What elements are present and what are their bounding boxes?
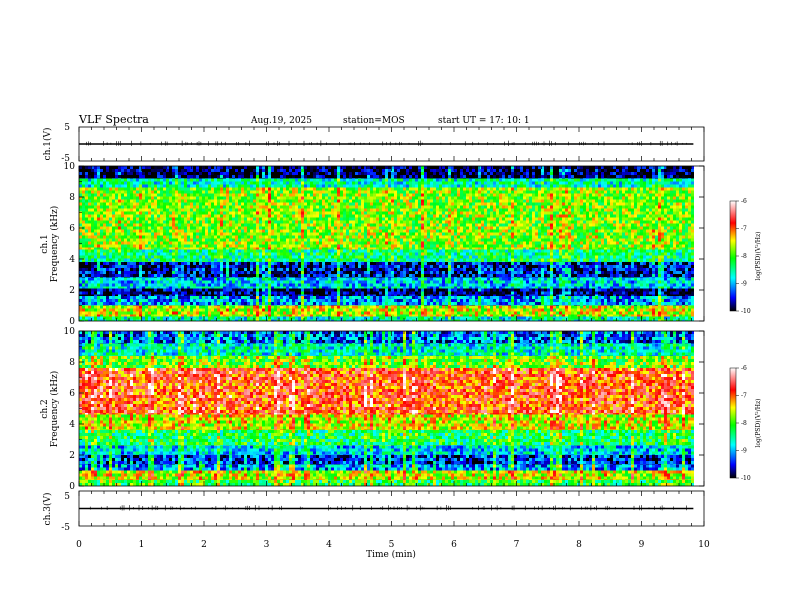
ch2-colorbar <box>730 368 736 478</box>
spec1-ytick: 2 <box>69 286 75 296</box>
spec1-ytick: 6 <box>69 224 75 234</box>
spec2-ytick: 10 <box>64 327 76 337</box>
ch1-colorbar <box>730 201 736 311</box>
ch3-waveform-ylabel: ch.3(V) <box>42 493 53 526</box>
ch1-ytick-top: 5 <box>64 123 70 133</box>
ch3-ytick-top: 5 <box>64 492 70 502</box>
colorbar1-tick: -9 <box>741 281 747 288</box>
colorbar1-tick: -8 <box>741 253 747 260</box>
ch1-spectrogram-ylabel-ch: ch.1 <box>40 234 50 253</box>
colorbar2-tick: -6 <box>741 365 747 372</box>
ch1-spectrogram-ylabel-freq: Frequency (kHz) <box>49 206 60 283</box>
ch2-colorbar-label: log(PSD)(V2/Hz) <box>754 399 763 448</box>
x-axis-label: Time (min) <box>366 549 416 560</box>
colorbar2-tick: -9 <box>741 448 747 455</box>
spec2-ytick: 2 <box>69 451 75 461</box>
x-tick-label: 8 <box>576 540 582 550</box>
x-tick-label: 10 <box>698 540 710 550</box>
colorbar2-tick: -7 <box>741 393 747 400</box>
x-tick-label: 9 <box>639 540 645 550</box>
colorbar1-tick: -10 <box>741 308 751 315</box>
figure-title: VLF Spectra <box>78 113 149 126</box>
ch3-ytick-bottom: -5 <box>61 523 70 533</box>
x-tick-label: 6 <box>451 540 457 550</box>
colorbar1-tick: -6 <box>741 198 747 205</box>
ch3-waveform-panel: 5 -5 ch.3(V) <box>42 491 704 533</box>
spec2-ytick: 6 <box>69 389 75 399</box>
x-tick-label: 5 <box>389 540 395 550</box>
x-tick-label: 4 <box>326 540 332 550</box>
spec2-ytick: 0 <box>69 482 75 492</box>
ch1-colorbar-label: log(PSD)(V2/Hz) <box>754 232 763 281</box>
x-tick-label: 2 <box>201 540 207 550</box>
spec1-ytick: 10 <box>64 162 76 172</box>
time-tick-labels: 0 1 2 3 4 5 6 7 8 9 10 <box>76 540 710 550</box>
spec1-ytick: 8 <box>69 193 75 203</box>
colorbar1-tick: -7 <box>741 226 747 233</box>
x-tick-label: 3 <box>264 540 270 550</box>
ch1-spectrogram-image <box>79 166 704 321</box>
ch2-spectrogram-ylabel-freq: Frequency (kHz) <box>49 371 60 448</box>
spec2-ytick: 8 <box>69 358 75 368</box>
spec1-ytick: 0 <box>69 317 75 327</box>
spec2-ytick: 4 <box>69 420 75 430</box>
colorbar2-tick: -10 <box>741 475 751 482</box>
colorbar2-tick: -8 <box>741 420 747 427</box>
station-label: station=MOS <box>343 116 405 126</box>
x-tick-label: 1 <box>139 540 145 550</box>
ch2-spectrogram-panel: 0 2 4 6 8 10 ch.2 Frequency (kHz) -6 -7 -8 -9 -10… <box>40 327 762 492</box>
spec1-ytick: 4 <box>69 255 75 265</box>
ch2-spectrogram-image <box>79 331 704 486</box>
x-tick-label: 7 <box>514 540 520 550</box>
x-tick-label: 0 <box>76 540 82 550</box>
ch1-waveform-ylabel: ch.1(V) <box>42 128 53 161</box>
ch2-spectrogram-ylabel-ch: ch.2 <box>40 399 50 418</box>
ch1-spectrogram-panel: 0 2 4 6 8 10 ch.1 Frequency (kHz) -6 -7 -8 -9 -10… <box>40 162 762 327</box>
start-time-label: start UT = 17: 10: 1 <box>438 116 530 126</box>
date-label: Aug.19, 2025 <box>250 116 312 126</box>
